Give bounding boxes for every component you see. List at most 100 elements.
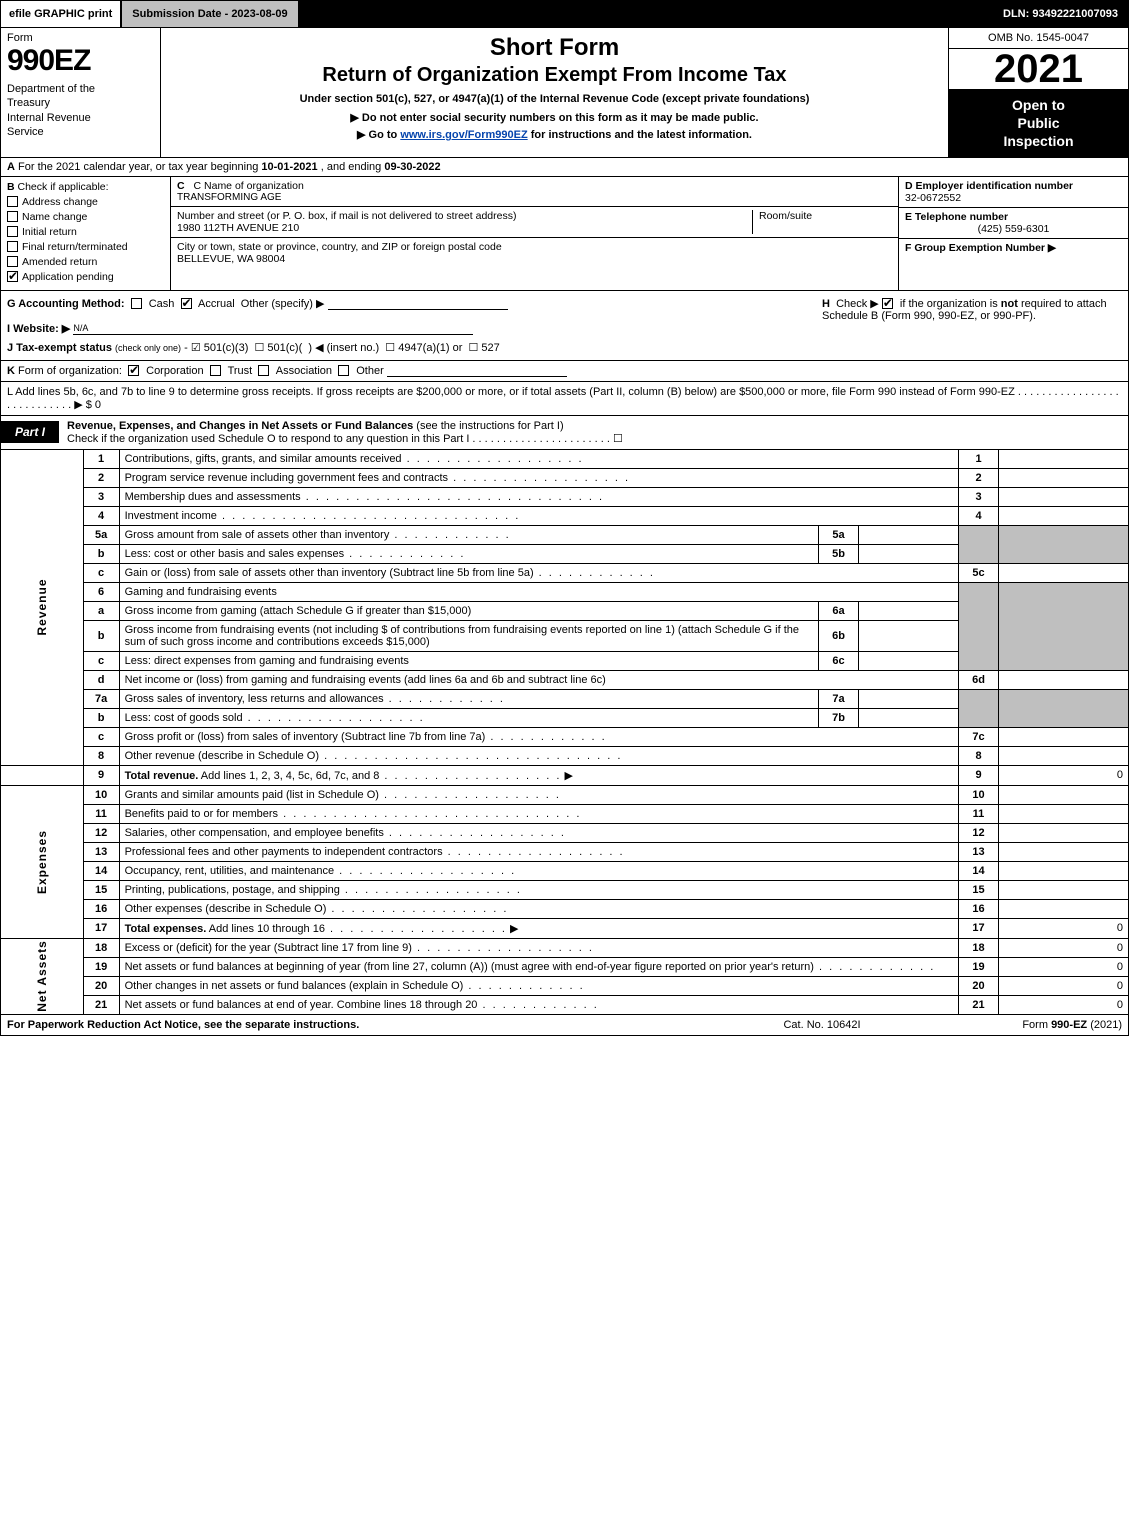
return-title: Return of Organization Exempt From Incom… [171,64,938,87]
irs-link[interactable]: www.irs.gov/Form990EZ [400,129,527,141]
val-20: 0 [999,976,1129,995]
val-21: 0 [999,995,1129,1014]
line-15-text: Printing, publications, postage, and shi… [125,884,340,896]
line-21-text: Net assets or fund balances at end of ye… [125,999,478,1011]
dln: DLN: 93492221007093 [993,4,1128,24]
street-address: 1980 112TH AVENUE 210 [177,222,752,234]
department: Department of theTreasuryInternal Revenu… [7,82,154,139]
col-b-title: B Check if applicable: [7,181,164,193]
line-7a-text: Gross sales of inventory, less returns a… [125,693,384,705]
addr-label: Number and street (or P. O. box, if mail… [177,210,752,222]
efile-print[interactable]: efile GRAPHIC print [1,1,120,27]
short-form-title: Short Form [171,34,938,62]
row-ghij: G Accounting Method: Cash Accrual Other … [0,291,1129,361]
line-6-text: Gaming and fundraising events [119,582,958,601]
line-20-text: Other changes in net assets or fund bala… [125,980,464,992]
chk-initial-return[interactable]: Initial return [7,226,164,238]
chk-accrual[interactable] [181,298,192,309]
line-3-text: Membership dues and assessments [125,491,301,503]
tel-label: E Telephone number [905,211,1008,223]
line-6a-text: Gross income from gaming (attach Schedul… [125,605,472,617]
line-6d-text: Net income or (loss) from gaming and fun… [125,674,606,686]
col-b-checkboxes: B Check if applicable: Address change Na… [1,177,171,290]
part-i-title: Revenue, Expenses, and Changes in Net As… [59,416,1128,449]
line-8-text: Other revenue (describe in Schedule O) [125,750,319,762]
val-17: 0 [999,918,1129,938]
part-i-header: Part I Revenue, Expenses, and Changes in… [0,416,1129,450]
chk-trust[interactable] [210,365,221,376]
line-4-text: Investment income [125,510,217,522]
goto-post: for instructions and the latest informat… [528,129,752,141]
line-2-text: Program service revenue including govern… [125,472,448,484]
line-14-text: Occupancy, rent, utilities, and maintena… [125,865,335,877]
other-specify: Other (specify) ▶ [241,298,325,310]
row-a-tax-year: A A For the 2021 calendar year, or tax y… [0,158,1129,177]
top-bar: efile GRAPHIC print Submission Date - 20… [0,0,1129,28]
line-10-text: Grants and similar amounts paid (list in… [125,789,379,801]
row-k: K Form of organization: Corporation Trus… [0,361,1129,382]
chk-corporation[interactable] [128,365,139,376]
line-19-text: Net assets or fund balances at beginning… [125,961,814,973]
tax-year: 2021 [949,49,1128,90]
chk-amended-return[interactable]: Amended return [7,256,164,268]
row-h: H Check ▶ if the organization is not req… [812,297,1122,354]
ssn-note: ▶ Do not enter social security numbers o… [171,111,938,124]
website-label: I Website: ▶ [7,323,70,335]
line-9-text: Total revenue. [125,770,199,782]
line-12-text: Salaries, other compensation, and employ… [125,827,384,839]
omb-number: OMB No. 1545-0047 [949,28,1128,49]
val-18: 0 [999,938,1129,957]
chk-cash[interactable] [131,298,142,309]
revenue-sidelabel: Revenue [1,450,84,766]
line-1-text: Contributions, gifts, grants, and simila… [125,453,402,465]
name-label: C [177,180,185,192]
open-inspection: Open toPublicInspection [949,90,1128,157]
line-11-text: Benefits paid to or for members [125,808,278,820]
submission-date: Submission Date - 2023-08-09 [120,1,299,27]
org-info-grid: B Check if applicable: Address change Na… [0,177,1129,291]
line-7b-text: Less: cost of goods sold [125,712,243,724]
website-value: N/A [73,323,88,333]
city-label: City or town, state or province, country… [177,241,892,253]
chk-other-org[interactable] [338,365,349,376]
page-footer: For Paperwork Reduction Act Notice, see … [0,1015,1129,1036]
header-left: Form 990EZ Department of theTreasuryInte… [1,28,161,157]
line-5a-text: Gross amount from sale of assets other t… [125,529,390,541]
room-suite-label: Room/suite [752,210,892,234]
line-13-text: Professional fees and other payments to … [125,846,443,858]
city-state-zip: BELLEVUE, WA 98004 [177,253,892,265]
ein-label: D Employer identification number [905,180,1073,192]
paperwork-notice: For Paperwork Reduction Act Notice, see … [7,1019,722,1031]
org-name: TRANSFORMING AGE [177,192,892,203]
line-7c-text: Gross profit or (loss) from sales of inv… [125,731,486,743]
form-header: Form 990EZ Department of theTreasuryInte… [0,28,1129,158]
chk-schedule-b[interactable] [882,298,893,309]
cat-no: Cat. No. 10642I [722,1019,922,1031]
under-section: Under section 501(c), 527, or 4947(a)(1)… [171,93,938,105]
chk-application-pending[interactable]: Application pending [7,271,164,283]
part-i-label: Part I [1,421,59,443]
group-exemption-label: F Group Exemption Number ▶ [905,242,1056,254]
goto-note: ▶ Go to www.irs.gov/Form990EZ for instru… [171,128,938,141]
chk-final-return[interactable]: Final return/terminated [7,241,164,253]
line-6c-text: Less: direct expenses from gaming and fu… [125,655,409,667]
chk-association[interactable] [258,365,269,376]
line-5c-text: Gain or (loss) from sale of assets other… [125,567,534,579]
form-number: 990EZ [7,46,154,76]
header-center: Short Form Return of Organization Exempt… [161,28,948,157]
lines-table: Revenue 1 Contributions, gifts, grants, … [0,450,1129,1015]
chk-address-change[interactable]: Address change [7,196,164,208]
val-19: 0 [999,957,1129,976]
line-6b-text: Gross income from fundraising events (no… [125,624,799,648]
line-5b-text: Less: cost or other basis and sales expe… [125,548,345,560]
form-ref: Form 990-EZ (2021) [922,1019,1122,1031]
val-1 [999,450,1129,469]
row-l: L Add lines 5b, 6c, and 7b to line 9 to … [0,382,1129,416]
line-18-text: Excess or (deficit) for the year (Subtra… [125,942,412,954]
val-9: 0 [999,765,1129,785]
ein-value: 32-0672552 [905,192,961,204]
col-d-ein: D Employer identification number 32-0672… [898,177,1128,290]
chk-name-change[interactable]: Name change [7,211,164,223]
tax-exempt-status: J Tax-exempt status (check only one) - ☑… [7,341,812,354]
form-word: Form [7,32,154,44]
